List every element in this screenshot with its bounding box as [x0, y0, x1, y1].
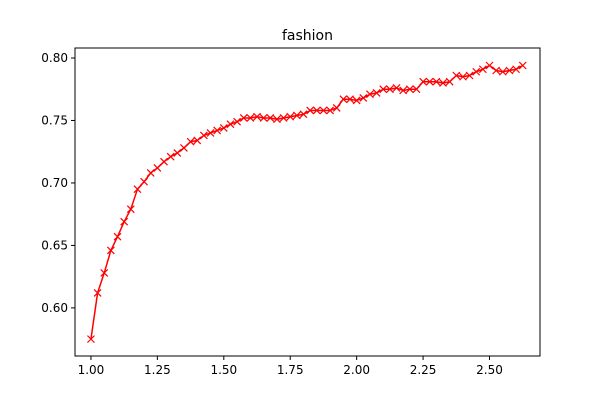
data-point: [173, 149, 182, 157]
data-point: [199, 131, 208, 140]
data-point: [332, 104, 341, 112]
data-point: [120, 217, 129, 226]
x-tick-label: 1.00: [78, 363, 105, 377]
data-point: [465, 71, 474, 80]
data-point: [478, 65, 487, 74]
data-point: [459, 72, 467, 81]
data-point: [439, 79, 447, 87]
data-point: [253, 112, 261, 121]
data-point: [492, 66, 501, 75]
data-point: [352, 96, 361, 105]
y-tick-label: 0.60: [41, 301, 68, 315]
y-tick-label: 0.65: [41, 238, 68, 252]
data-point: [512, 65, 521, 74]
data-point: [412, 85, 421, 94]
data-point: [133, 185, 142, 194]
data-point: [445, 77, 454, 86]
data-point: [213, 126, 222, 135]
data-point: [259, 114, 268, 122]
data-point: [279, 114, 288, 122]
x-tick-label: 2.50: [476, 363, 503, 377]
data-point: [385, 85, 394, 94]
data-point: [226, 120, 235, 129]
data-point: [186, 137, 195, 146]
data-point: [485, 61, 494, 70]
x-tick-label: 2.25: [410, 363, 437, 377]
data-point: [100, 268, 109, 277]
data-point: [113, 232, 122, 241]
data-point: [452, 71, 461, 80]
data-point: [339, 95, 348, 104]
chart-title: fashion: [282, 28, 333, 44]
data-point: [273, 115, 281, 124]
data-point: [366, 90, 374, 99]
data-point: [306, 106, 315, 115]
data-point: [359, 94, 368, 102]
data-point: [146, 169, 155, 177]
data-point: [498, 67, 507, 76]
data-point: [246, 114, 255, 122]
y-tick-label: 0.80: [41, 51, 68, 65]
data-point: [472, 67, 481, 76]
x-tick-label: 1.50: [210, 363, 237, 377]
data-point: [292, 111, 301, 120]
y-axis-ticks: 0.60 0.65 0.70 0.75 0.80: [41, 51, 75, 315]
data-point: [432, 77, 441, 86]
data-point: [286, 112, 295, 121]
data-point: [266, 114, 275, 122]
data-point: [219, 124, 228, 132]
x-tick-label: 1.75: [277, 363, 304, 377]
data-point: [326, 106, 335, 115]
data-point: [87, 335, 95, 344]
data-point: [346, 95, 354, 104]
data-point: [106, 246, 115, 255]
data-point: [372, 89, 381, 97]
data-point: [126, 205, 135, 214]
y-tick-label: 0.70: [41, 176, 68, 190]
data-point: [518, 61, 527, 70]
data-point: [233, 117, 242, 126]
data-point: [193, 136, 202, 145]
x-tick-label: 2.00: [343, 363, 370, 377]
data-point: [140, 177, 149, 186]
x-tick-label: 1.25: [144, 363, 171, 377]
data-point: [399, 86, 408, 95]
data-point: [299, 110, 308, 119]
data-point: [312, 106, 321, 115]
plot-area-frame: [74, 47, 541, 357]
data-point: [166, 152, 175, 161]
data-point: [206, 129, 215, 137]
data-point: [180, 144, 188, 152]
data-point: [379, 85, 388, 94]
data-point: [392, 84, 401, 92]
data-point: [160, 157, 168, 166]
data-point: [505, 66, 514, 75]
data-point: [419, 77, 428, 86]
data-point: [319, 106, 328, 115]
y-tick-label: 0.75: [41, 113, 68, 127]
plot-series: [87, 61, 527, 344]
x-axis-ticks: 1.00 1.25 1.50 1.75 2.00 2.25 2.50: [78, 356, 503, 377]
data-point: [153, 164, 162, 172]
data-point: [93, 288, 102, 297]
data-point: [425, 77, 434, 86]
data-point: [239, 114, 248, 122]
data-point: [405, 85, 414, 94]
